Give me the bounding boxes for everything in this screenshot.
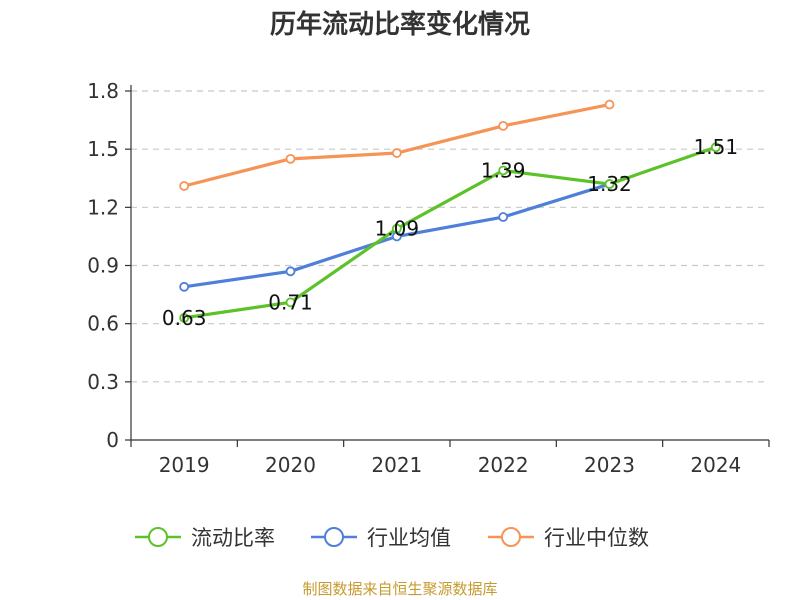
axes: 0 0.3 0.6 0.9 1.2 1.5 1.8 2019 2020 2021 2022 2023 2…: [87, 79, 770, 477]
data-point: [179, 181, 190, 191]
data-point: [498, 212, 509, 222]
x-tick-label: 2021: [371, 453, 422, 477]
legend-marker: [501, 527, 521, 547]
legend-label: 行业中位数: [544, 526, 649, 550]
data-point: [498, 121, 509, 131]
data-point: [179, 312, 190, 323]
data-point: [285, 297, 296, 308]
data-label: 1.09: [375, 217, 420, 241]
y-tick-label: 1.8: [87, 79, 119, 103]
y-tick-label: 1.5: [87, 137, 119, 161]
legend-item[interactable]: 行业均值: [311, 526, 451, 550]
chart-title: 历年流动比率变化情况: [269, 10, 530, 40]
series-line: [182, 102, 612, 188]
data-point: [604, 179, 615, 189]
y-tick-label: 1.2: [87, 195, 119, 219]
data-point: [391, 148, 402, 158]
data-point: [604, 99, 615, 110]
x-tick-label: 2022: [478, 453, 529, 477]
y-tick-label: 0.6: [87, 312, 119, 336]
grid-lines: [131, 90, 769, 383]
x-tick-label: 2023: [584, 453, 635, 477]
legend-label: 行业均值: [367, 526, 451, 550]
data-label: 1.51: [694, 135, 739, 159]
x-tick-label: 2019: [159, 453, 210, 477]
x-tick-label: 2024: [690, 453, 741, 477]
data-label: 0.71: [268, 290, 313, 314]
legend-item[interactable]: 行业中位数: [488, 526, 649, 550]
legend-marker: [148, 527, 168, 547]
data-point: [285, 153, 296, 164]
data-label: 1.32: [587, 172, 632, 196]
data-point: [710, 142, 721, 153]
y-tick-label: 0.3: [87, 370, 119, 394]
data-point: [391, 223, 402, 234]
legend[interactable]: 流动比率 行业均值 行业中位数: [135, 526, 649, 550]
data-point: [498, 165, 509, 176]
legend-marker: [324, 527, 344, 547]
series-lines: [179, 99, 721, 323]
legend-label: 流动比率: [191, 526, 275, 550]
data-point: [179, 281, 190, 292]
data-label: 0.63: [162, 306, 207, 330]
series-line: [182, 145, 718, 320]
legend-item[interactable]: 流动比率: [135, 526, 275, 550]
source-note: 制图数据来自恒生聚源数据库: [302, 580, 498, 598]
y-tick-label: 0: [106, 428, 119, 452]
data-label: 1.39: [481, 158, 526, 182]
data-labels: 0.63 0.71 1.09 1.39 1.32 1.51: [162, 135, 738, 330]
x-tick-label: 2020: [265, 453, 316, 477]
y-tick-label: 0.9: [87, 254, 119, 278]
data-point: [285, 266, 296, 277]
